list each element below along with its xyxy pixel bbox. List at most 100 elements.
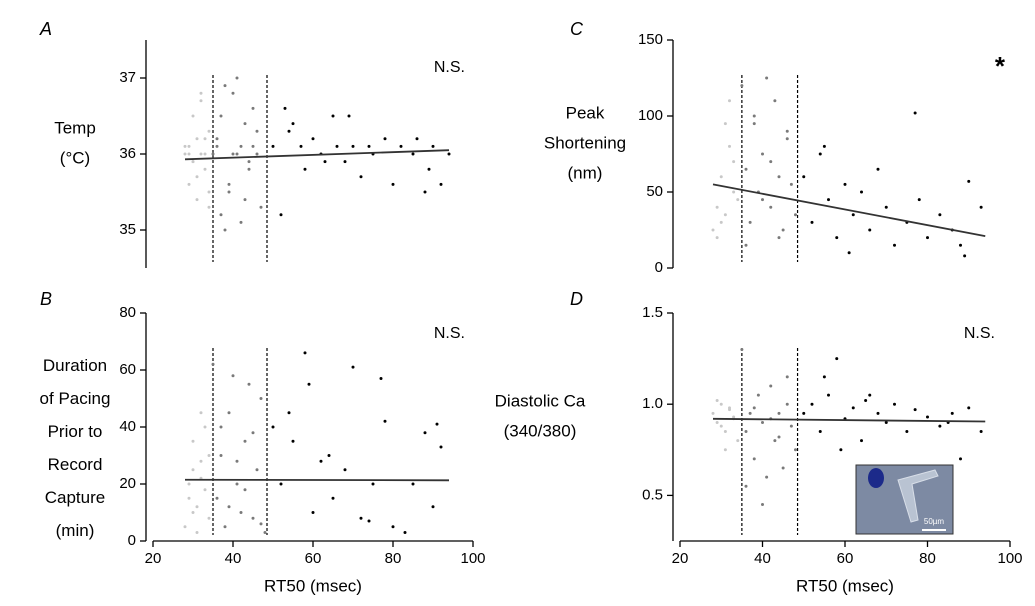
point: [431, 505, 435, 509]
point: [207, 190, 211, 194]
y-tick-label: 0: [128, 532, 136, 549]
point: [423, 431, 427, 435]
point: [876, 411, 880, 415]
point: [347, 114, 351, 118]
point: [711, 228, 715, 232]
point: [399, 144, 403, 148]
point: [235, 482, 239, 486]
point: [255, 468, 259, 472]
point: [926, 415, 929, 419]
point: [259, 522, 263, 526]
y-axis-label: of Pacing: [40, 389, 111, 408]
point: [938, 213, 942, 217]
point: [979, 205, 983, 209]
point: [773, 439, 777, 443]
point: [323, 160, 327, 164]
point: [748, 411, 752, 415]
point: [227, 190, 231, 194]
point: [195, 175, 199, 179]
point: [963, 254, 967, 258]
point: [383, 137, 387, 141]
point: [299, 144, 303, 148]
point: [199, 459, 203, 463]
point: [243, 122, 247, 126]
point: [950, 411, 954, 415]
point: [439, 182, 443, 186]
x-axis-label: RT50 (msec): [264, 576, 362, 595]
point: [773, 99, 777, 103]
point: [287, 411, 291, 415]
point: [752, 406, 756, 410]
point: [752, 114, 756, 118]
y-axis-label: Prior to: [48, 422, 103, 441]
point: [423, 190, 427, 194]
y-axis-label: Temp: [54, 118, 96, 137]
point: [740, 347, 744, 351]
point: [319, 459, 323, 463]
point: [728, 144, 731, 148]
point: [411, 152, 415, 156]
point: [415, 137, 419, 141]
point: [736, 198, 740, 202]
point: [765, 76, 769, 80]
point: [740, 84, 744, 88]
point: [761, 503, 764, 507]
point: [822, 144, 826, 148]
point: [351, 365, 355, 369]
point: [303, 167, 307, 171]
point: [723, 448, 727, 452]
point: [835, 236, 839, 240]
point: [199, 99, 203, 103]
point: [207, 205, 211, 209]
cell-shape: [897, 469, 939, 523]
point: [403, 530, 407, 534]
y-tick-label: 1.5: [642, 304, 663, 321]
point: [279, 482, 283, 486]
point: [723, 122, 727, 126]
y-axis-label: (min): [56, 521, 95, 540]
y-axis-label: (nm): [568, 163, 603, 182]
point: [794, 213, 797, 217]
point: [756, 393, 760, 397]
point: [818, 152, 822, 156]
y-tick-label: 150: [638, 31, 663, 48]
point: [219, 213, 223, 217]
y-axis-label: Peak: [566, 103, 605, 122]
point: [785, 402, 789, 406]
point: [839, 448, 843, 452]
point: [191, 511, 195, 514]
y-tick-label: 0.5: [642, 486, 663, 503]
point: [818, 430, 822, 434]
y-axis-label: (340/380): [504, 421, 577, 440]
point: [732, 160, 736, 164]
point: [789, 424, 793, 428]
point: [864, 399, 868, 403]
point: [781, 228, 785, 232]
point: [777, 236, 781, 240]
y-axis-label: Duration: [43, 356, 107, 375]
point: [203, 167, 207, 171]
point: [199, 91, 203, 95]
point: [876, 167, 880, 171]
point: [291, 122, 295, 126]
point: [243, 439, 247, 443]
x-tick-label: 60: [837, 550, 854, 567]
point: [227, 411, 231, 415]
point: [967, 406, 971, 410]
point: [827, 198, 830, 202]
point: [917, 198, 921, 202]
point: [187, 144, 191, 148]
point: [752, 457, 756, 461]
point: [810, 220, 814, 224]
point: [223, 228, 227, 232]
point: [785, 129, 789, 133]
point: [335, 144, 339, 148]
panel-label: B: [40, 289, 52, 309]
y-axis-label: Capture: [45, 488, 105, 507]
point: [271, 144, 275, 148]
point: [195, 137, 199, 141]
point: [211, 152, 215, 156]
point: [215, 144, 219, 148]
cell-blob: [868, 468, 884, 488]
point: [431, 144, 435, 148]
